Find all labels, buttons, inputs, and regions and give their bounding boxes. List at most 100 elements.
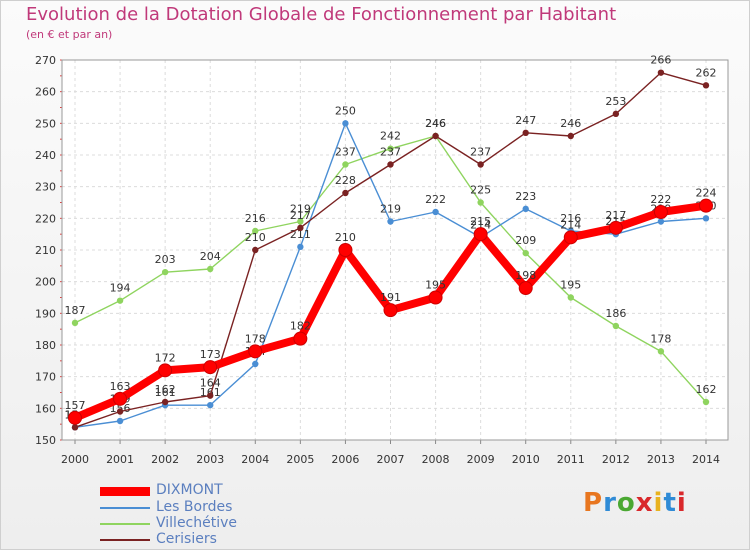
data-point-cerisiers xyxy=(161,398,169,406)
data-label-cerisiers: 164 xyxy=(200,377,221,390)
data-point-cerisiers xyxy=(702,82,710,89)
y-tick-label: 260 xyxy=(35,86,56,99)
data-label-villechetive: 187 xyxy=(65,304,86,317)
data-point-dixmont xyxy=(608,220,623,235)
data-label-dixmont: 178 xyxy=(245,332,266,345)
data-label-villechetive: 194 xyxy=(110,282,131,295)
data-label-les-bordes: 250 xyxy=(335,104,356,117)
data-label-cerisiers: 247 xyxy=(515,114,536,127)
data-label-cerisiers: 262 xyxy=(696,66,717,79)
data-point-les-bordes xyxy=(342,120,349,127)
data-label-cerisiers: 228 xyxy=(335,174,356,187)
x-tick-label: 2002 xyxy=(151,453,179,466)
logo-letter: o xyxy=(616,488,636,518)
y-tick-label: 220 xyxy=(35,212,56,225)
data-label-les-bordes: 161 xyxy=(155,386,176,399)
legend-swatch-dixmont xyxy=(100,487,150,496)
legend-swatch-les-bordes xyxy=(100,507,150,509)
proxiti-logo: Proxiti xyxy=(583,488,687,518)
chart-subtitle: (en € et par an) xyxy=(26,28,113,41)
data-point-cerisiers xyxy=(116,408,124,415)
data-label-villechetive: 203 xyxy=(155,253,176,266)
data-point-villechetive xyxy=(116,297,124,304)
logo-letter: x xyxy=(635,488,654,518)
x-tick-label: 2008 xyxy=(422,453,450,466)
data-point-villechetive xyxy=(702,398,710,406)
data-label-cerisiers: 210 xyxy=(245,231,266,244)
x-tick-label: 2011 xyxy=(557,453,585,466)
data-label-cerisiers: 217 xyxy=(290,209,311,222)
legend-label-cerisiers: Cerisiers xyxy=(156,531,217,547)
data-point-villechetive xyxy=(207,265,214,273)
data-point-dixmont xyxy=(338,243,353,257)
y-tick-label: 150 xyxy=(35,434,56,447)
data-label-dixmont: 163 xyxy=(110,380,131,393)
y-tick-label: 270 xyxy=(35,54,56,67)
data-label-les-bordes: 219 xyxy=(380,203,401,216)
legend-label-les-bordes: Les Bordes xyxy=(156,499,233,515)
data-label-dixmont: 195 xyxy=(425,279,446,292)
data-point-les-bordes xyxy=(522,205,529,213)
data-point-villechetive xyxy=(342,161,349,168)
data-label-villechetive: 237 xyxy=(335,146,356,159)
data-label-cerisiers: 237 xyxy=(470,146,491,159)
data-point-dixmont xyxy=(699,198,713,213)
data-point-cerisiers xyxy=(207,392,214,399)
data-point-les-bordes xyxy=(702,215,710,222)
data-label-dixmont: 214 xyxy=(560,218,581,231)
data-label-villechetive: 246 xyxy=(425,117,446,130)
y-tick-label: 210 xyxy=(35,244,56,257)
data-label-cerisiers: 266 xyxy=(650,54,671,67)
x-tick-label: 2010 xyxy=(512,453,540,466)
data-point-dixmont xyxy=(653,205,668,219)
data-label-villechetive: 209 xyxy=(515,234,536,247)
data-point-villechetive xyxy=(71,319,79,327)
data-point-villechetive xyxy=(297,218,304,225)
data-point-cerisiers xyxy=(71,424,79,431)
data-point-cerisiers xyxy=(567,132,574,140)
data-label-les-bordes: 216 xyxy=(560,212,581,225)
data-label-villechetive: 225 xyxy=(470,184,491,197)
data-point-villechetive xyxy=(657,348,665,355)
x-tick-label: 2012 xyxy=(602,453,630,466)
data-label-cerisiers: 237 xyxy=(380,146,401,159)
data-point-cerisiers xyxy=(297,224,304,232)
data-label-les-bordes: 222 xyxy=(425,193,446,206)
x-tick-label: 2014 xyxy=(692,453,720,466)
data-point-cerisiers xyxy=(252,246,259,254)
x-tick-label: 2006 xyxy=(331,453,359,466)
data-point-cerisiers xyxy=(432,132,439,140)
plot-border xyxy=(61,59,729,441)
logo-letter: r xyxy=(603,488,617,518)
x-tick-label: 2001 xyxy=(106,453,134,466)
legend-label-villechetive: Villechétive xyxy=(156,515,238,531)
logo-letter: P xyxy=(583,488,604,518)
y-tick-label: 250 xyxy=(35,117,56,130)
data-label-villechetive: 186 xyxy=(605,307,626,320)
data-label-dixmont: 157 xyxy=(65,399,86,412)
x-tick-label: 2007 xyxy=(377,453,405,466)
data-point-cerisiers xyxy=(657,69,665,76)
data-point-dixmont xyxy=(113,391,128,406)
data-label-dixmont: 224 xyxy=(696,187,717,200)
data-point-les-bordes xyxy=(432,208,439,216)
data-point-villechetive xyxy=(522,249,529,257)
y-tick-label: 240 xyxy=(35,149,56,162)
data-label-villechetive: 216 xyxy=(245,212,266,225)
y-tick-label: 200 xyxy=(35,276,56,289)
data-point-les-bordes xyxy=(207,401,214,409)
data-point-cerisiers xyxy=(342,189,349,197)
data-point-dixmont xyxy=(473,227,488,242)
data-point-les-bordes xyxy=(116,417,124,425)
y-tick-label: 230 xyxy=(35,181,56,194)
chart-title: Evolution de la Dotation Globale de Fonc… xyxy=(26,4,617,25)
data-point-villechetive xyxy=(567,294,574,301)
x-tick-label: 2013 xyxy=(647,453,675,466)
logo-letter: i xyxy=(653,488,664,518)
logo-letter: i xyxy=(676,488,687,518)
y-tick-label: 160 xyxy=(35,402,56,415)
data-point-dixmont xyxy=(518,281,533,295)
data-label-cerisiers: 246 xyxy=(425,117,446,130)
data-label-dixmont: 191 xyxy=(380,291,401,304)
